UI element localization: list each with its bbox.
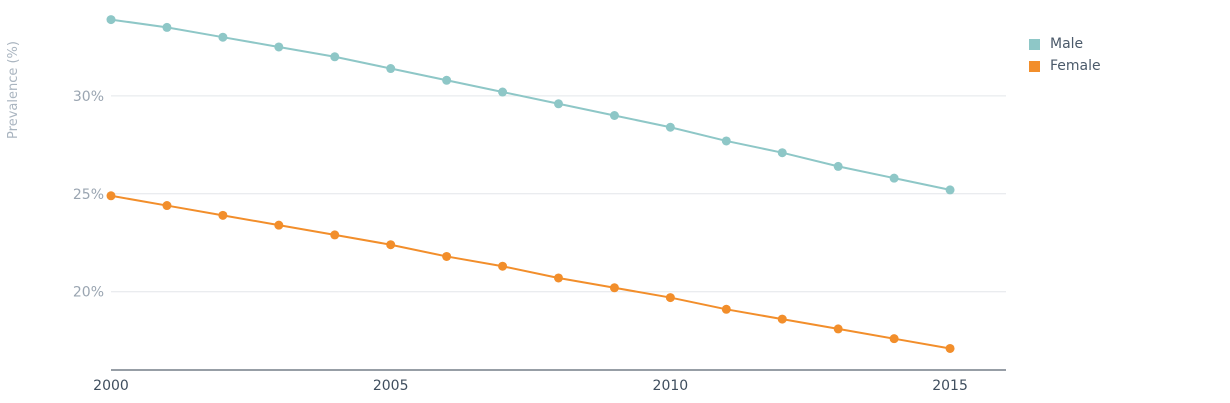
data-point-female[interactable] bbox=[945, 343, 955, 353]
x-tick-label: 2010 bbox=[653, 378, 689, 394]
data-point-male[interactable] bbox=[106, 15, 116, 25]
x-tick-label: 2005 bbox=[373, 378, 409, 394]
legend: Male Female bbox=[1029, 33, 1101, 77]
data-point-male[interactable] bbox=[665, 122, 675, 132]
data-point-male[interactable] bbox=[777, 148, 787, 158]
data-point-female[interactable] bbox=[609, 283, 619, 293]
legend-label-female: Female bbox=[1050, 58, 1101, 74]
data-point-male[interactable] bbox=[442, 75, 452, 85]
y-tick-label: 30% bbox=[73, 89, 104, 105]
data-point-female[interactable] bbox=[665, 293, 675, 303]
y-tick-label: 20% bbox=[73, 285, 104, 301]
data-point-male[interactable] bbox=[945, 185, 955, 195]
data-point-female[interactable] bbox=[889, 334, 899, 344]
series-group bbox=[106, 15, 955, 353]
data-point-male[interactable] bbox=[554, 99, 563, 109]
series-line-female bbox=[110, 194, 951, 350]
data-point-male[interactable] bbox=[274, 42, 284, 52]
legend-item-female[interactable]: Female bbox=[1029, 55, 1101, 77]
data-point-female[interactable] bbox=[330, 230, 340, 240]
data-point-female[interactable] bbox=[833, 324, 843, 334]
data-point-female[interactable] bbox=[386, 240, 396, 250]
y-tick-label: 25% bbox=[73, 187, 104, 203]
data-point-female[interactable] bbox=[777, 314, 787, 324]
x-tick-label: 2000 bbox=[93, 378, 129, 394]
data-point-male[interactable] bbox=[330, 52, 340, 62]
x-tick-labels: 2000 2005 2010 2015 bbox=[93, 378, 968, 394]
data-point-female[interactable] bbox=[274, 220, 284, 230]
y-tick-labels: 20% 25% 30% bbox=[73, 89, 104, 301]
legend-item-male[interactable]: Male bbox=[1029, 33, 1101, 55]
data-point-female[interactable] bbox=[554, 273, 563, 283]
legend-swatch-male bbox=[1029, 38, 1040, 50]
data-point-male[interactable] bbox=[833, 161, 843, 171]
series-line-male bbox=[110, 18, 951, 191]
legend-swatch-female bbox=[1029, 60, 1040, 72]
data-point-male[interactable] bbox=[889, 173, 899, 183]
y-axis-label: Prevalence (%) bbox=[6, 41, 21, 139]
legend-label-male: Male bbox=[1050, 36, 1084, 52]
data-point-male[interactable] bbox=[386, 64, 396, 74]
data-point-female[interactable] bbox=[218, 210, 228, 220]
data-point-female[interactable] bbox=[721, 304, 731, 314]
gridlines bbox=[111, 95, 1006, 293]
data-point-male[interactable] bbox=[218, 32, 228, 42]
x-tick-label: 2015 bbox=[932, 378, 968, 394]
data-point-male[interactable] bbox=[609, 111, 619, 121]
data-point-male[interactable] bbox=[721, 136, 731, 146]
data-point-female[interactable] bbox=[498, 261, 508, 271]
data-point-female[interactable] bbox=[442, 251, 452, 261]
data-point-female[interactable] bbox=[162, 201, 172, 211]
data-point-male[interactable] bbox=[162, 22, 172, 32]
data-point-male[interactable] bbox=[498, 87, 508, 97]
data-point-female[interactable] bbox=[106, 191, 116, 201]
